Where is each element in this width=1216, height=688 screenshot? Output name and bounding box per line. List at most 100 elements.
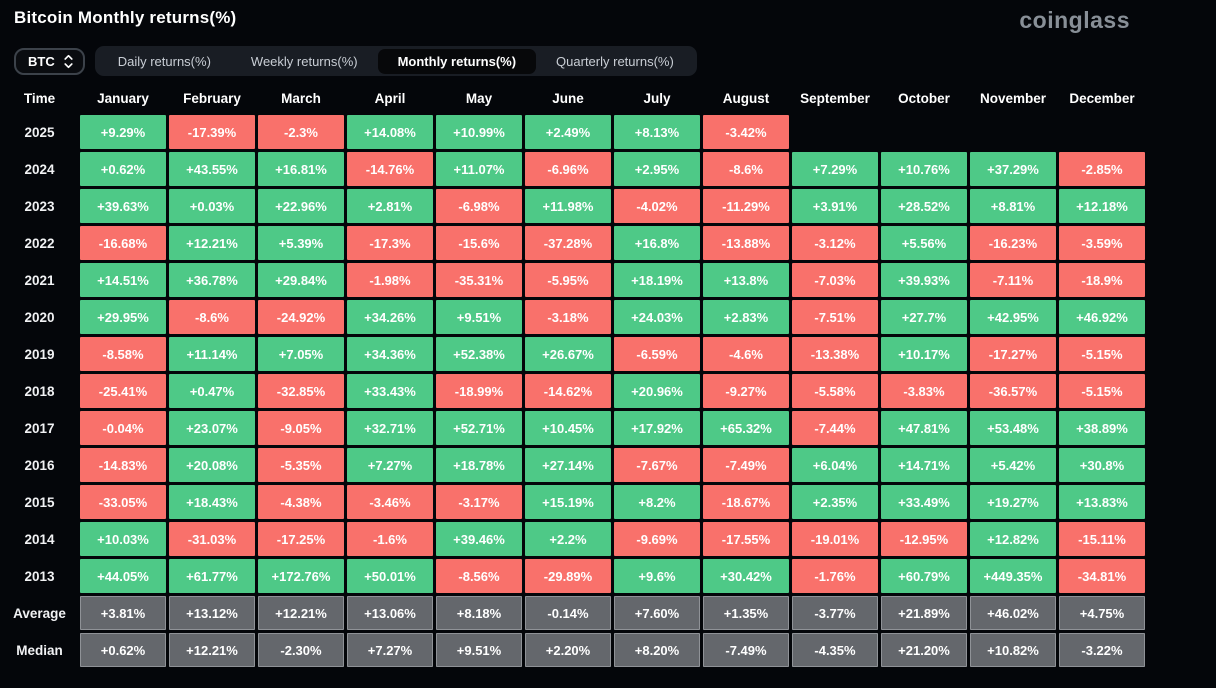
coin-select-value: BTC (28, 53, 55, 69)
return-cell: -14.83% (80, 448, 166, 483)
return-cell: +33.43% (347, 374, 433, 409)
return-cell: +20.96% (614, 374, 700, 409)
return-cell: +46.92% (1059, 300, 1145, 335)
return-cell: -18.9% (1059, 263, 1145, 298)
return-cell: -31.03% (169, 522, 255, 557)
column-header-february: February (183, 91, 241, 107)
return-cell: +33.49% (881, 485, 967, 520)
return-cell: -6.98% (436, 189, 522, 224)
tab-weekly-returns[interactable]: Weekly returns(%) (250, 53, 358, 69)
return-cell: -6.96% (525, 152, 611, 187)
column-header-march: March (281, 91, 321, 107)
chevron-up-down-icon (64, 54, 73, 68)
returns-period-tabs: Daily returns(%) Weekly returns(%) Monthly… (94, 46, 697, 77)
return-cell: -3.77% (792, 596, 878, 631)
return-cell: +18.43% (169, 485, 255, 520)
return-cell: -0.14% (525, 596, 611, 631)
row-label-2019: 2019 (24, 346, 55, 362)
return-cell: +10.82% (970, 633, 1056, 668)
tab-monthly-returns[interactable]: Monthly returns(%) (377, 48, 537, 74)
return-cell: +46.02% (970, 596, 1056, 631)
return-cell: +6.04% (792, 448, 878, 483)
row-label-2016: 2016 (24, 457, 55, 473)
return-cell: +22.96% (258, 189, 344, 224)
return-cell: -5.15% (1059, 374, 1145, 409)
return-cell: +38.89% (1059, 411, 1145, 446)
return-cell: +26.67% (525, 337, 611, 372)
return-cell: -17.27% (970, 337, 1056, 372)
return-cell: -5.15% (1059, 337, 1145, 372)
return-cell: +9.51% (436, 300, 522, 335)
return-cell: -7.51% (792, 300, 878, 335)
tab-daily-returns[interactable]: Daily returns(%) (117, 53, 211, 69)
return-cell: -7.44% (792, 411, 878, 446)
return-cell: +9.6% (614, 559, 700, 594)
return-cell: -3.59% (1059, 226, 1145, 261)
return-cell: +449.35% (970, 559, 1056, 594)
return-cell: -17.25% (258, 522, 344, 557)
return-cell: +30.42% (703, 559, 789, 594)
return-cell: -14.62% (525, 374, 611, 409)
return-cell: +43.55% (169, 152, 255, 187)
return-cell: +9.51% (436, 633, 522, 668)
return-cell: +2.95% (614, 152, 700, 187)
tab-quarterly-returns[interactable]: Quarterly returns(%) (556, 53, 674, 69)
return-cell: +12.18% (1059, 189, 1145, 224)
row-label-average: Average (13, 605, 66, 621)
column-header-june: June (552, 91, 584, 107)
return-cell: +15.19% (525, 485, 611, 520)
row-label-2025: 2025 (24, 124, 55, 140)
return-cell: +14.08% (347, 115, 433, 150)
row-label-2013: 2013 (24, 568, 55, 584)
return-cell: -35.31% (436, 263, 522, 298)
return-cell: +32.71% (347, 411, 433, 446)
return-cell: -8.6% (703, 152, 789, 187)
return-cell: +21.20% (881, 633, 967, 668)
return-cell: +11.14% (169, 337, 255, 372)
return-cell: -16.68% (80, 226, 166, 261)
return-cell: +20.08% (169, 448, 255, 483)
return-cell: +13.8% (703, 263, 789, 298)
return-cell: +52.38% (436, 337, 522, 372)
return-cell: -7.49% (703, 633, 789, 668)
return-cell: -4.35% (792, 633, 878, 668)
empty-cell (970, 115, 1056, 149)
return-cell: +0.62% (80, 152, 166, 187)
return-cell: -3.12% (792, 226, 878, 261)
coin-select[interactable]: BTC (14, 47, 85, 75)
return-cell: +47.81% (881, 411, 967, 446)
return-cell: +65.32% (703, 411, 789, 446)
return-cell: -3.46% (347, 485, 433, 520)
row-label-2021: 2021 (24, 272, 55, 288)
return-cell: +2.83% (703, 300, 789, 335)
page-title: Bitcoin Monthly returns(%) (14, 8, 237, 27)
return-cell: -15.11% (1059, 522, 1145, 557)
return-cell: -37.28% (525, 226, 611, 261)
column-header-september: September (800, 91, 870, 107)
column-header-november: November (979, 91, 1047, 107)
return-cell: -36.57% (970, 374, 1056, 409)
return-cell: +3.81% (80, 596, 166, 631)
return-cell: +13.06% (347, 596, 433, 631)
return-cell: +14.51% (80, 263, 166, 298)
column-header-may: May (465, 91, 493, 107)
row-label-median: Median (16, 642, 63, 658)
return-cell: +10.03% (80, 522, 166, 557)
return-cell: +2.2% (525, 522, 611, 557)
return-cell: +14.71% (881, 448, 967, 483)
return-cell: +19.27% (970, 485, 1056, 520)
return-cell: -4.02% (614, 189, 700, 224)
return-cell: +39.63% (80, 189, 166, 224)
return-cell: +10.76% (881, 152, 967, 187)
return-cell: -34.81% (1059, 559, 1145, 594)
return-cell: +10.45% (525, 411, 611, 446)
return-cell: +0.62% (80, 633, 166, 668)
return-cell: -25.41% (80, 374, 166, 409)
return-cell: +13.83% (1059, 485, 1145, 520)
return-cell: +2.20% (525, 633, 611, 668)
column-header-july: July (643, 91, 671, 107)
column-header-october: October (898, 91, 950, 107)
return-cell: -17.55% (703, 522, 789, 557)
return-cell: +5.56% (881, 226, 967, 261)
return-cell: -15.6% (436, 226, 522, 261)
